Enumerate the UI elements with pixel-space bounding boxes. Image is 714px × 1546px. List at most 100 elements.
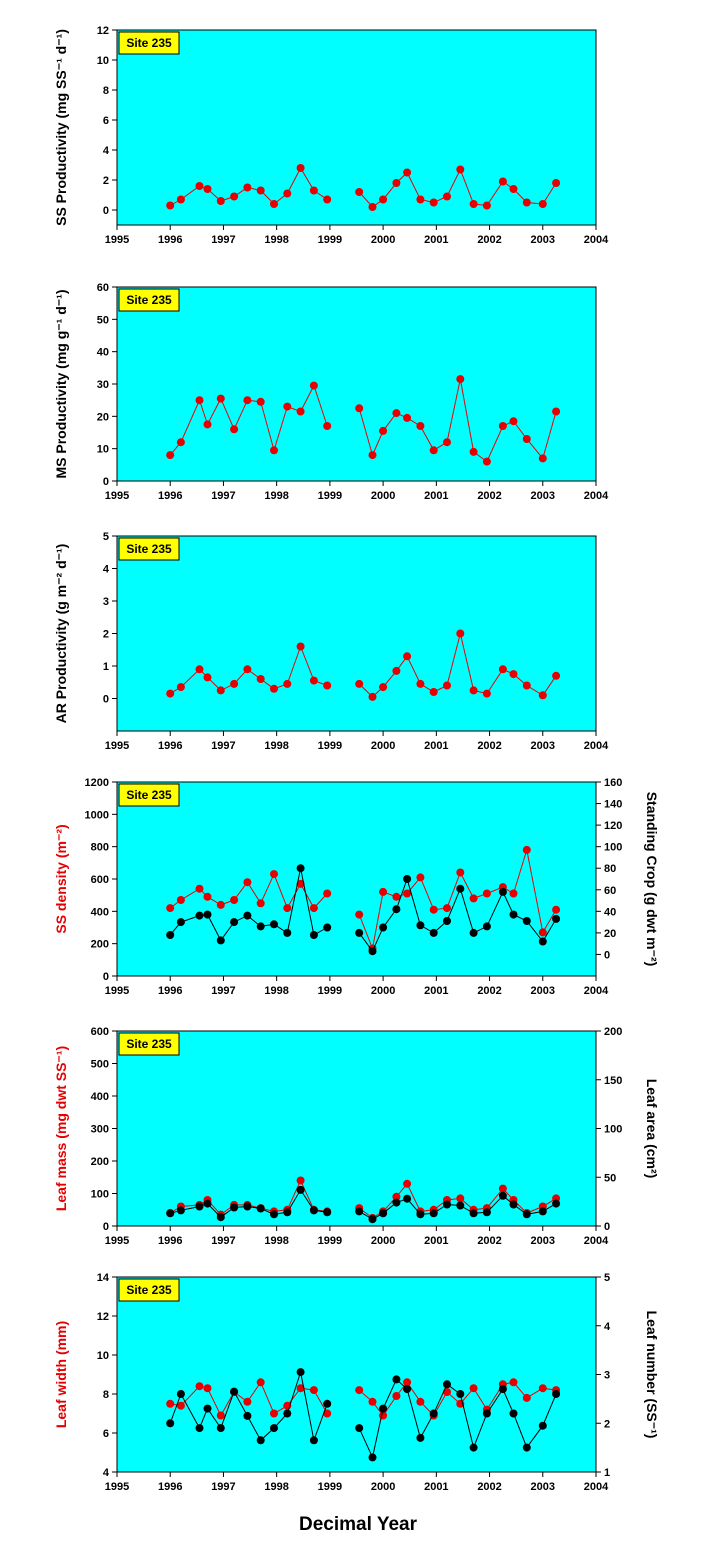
data-point	[216, 936, 225, 945]
data-point	[256, 186, 265, 195]
data-point	[469, 1443, 478, 1452]
data-point	[230, 1387, 239, 1396]
data-point	[296, 407, 305, 416]
data-point	[403, 875, 412, 883]
data-point	[323, 1399, 332, 1408]
data-point	[166, 201, 175, 210]
data-point	[195, 1202, 204, 1211]
data-point	[443, 681, 451, 690]
x-tick-label: 2002	[477, 1481, 501, 1493]
data-point	[552, 1390, 561, 1398]
data-point	[270, 870, 278, 879]
series-ss-productivity	[166, 164, 561, 211]
x-tick-label: 1997	[211, 490, 235, 502]
data-point	[498, 887, 507, 896]
x-tick-label: 2004	[584, 985, 609, 997]
data-point	[552, 914, 561, 923]
data-point	[243, 911, 252, 920]
data-point	[416, 679, 425, 688]
x-tick-label: 2004	[584, 740, 609, 752]
data-point	[522, 917, 531, 925]
x-tick-label: 1995	[105, 234, 129, 246]
y2-tick-label: 80	[604, 863, 616, 875]
x-tick-label: 1999	[318, 490, 342, 502]
data-point	[216, 1213, 225, 1222]
data-point	[416, 195, 425, 204]
series-line	[358, 168, 557, 208]
data-point	[538, 200, 547, 208]
x-tick-label: 2002	[477, 234, 501, 246]
data-point	[392, 1392, 401, 1400]
data-point	[296, 1368, 305, 1377]
site-label: Site 235	[126, 1037, 172, 1051]
data-point	[469, 447, 478, 456]
y-tick-label: 0	[103, 1221, 109, 1233]
y2-axis-title: Leaf area (cm²)	[644, 1079, 660, 1179]
y-tick-label: 30	[97, 379, 109, 391]
data-point	[203, 892, 212, 901]
data-point	[552, 905, 561, 914]
series-line	[358, 1378, 557, 1459]
x-tick-label: 2000	[371, 740, 395, 752]
x-tick-label: 1998	[264, 490, 288, 502]
data-point	[216, 1411, 225, 1420]
data-point	[283, 1208, 292, 1217]
y-axis-title: SS Productivity (mg SS⁻¹ d⁻¹)	[53, 29, 69, 226]
x-tick-label: 1995	[105, 985, 129, 997]
data-point	[429, 1409, 438, 1418]
chart-panel-5: 1995 1996 1997 1998 1999 2000 2001 2002 2003 2004…	[53, 1026, 660, 1247]
x-tick-label: 1999	[318, 234, 342, 246]
data-point	[203, 673, 212, 682]
data-point	[522, 435, 531, 443]
data-point	[243, 396, 252, 405]
x-tick-label: 2002	[477, 490, 501, 502]
y-tick-label: 6	[103, 1428, 109, 1440]
data-point	[443, 192, 451, 201]
plot-area	[116, 1030, 597, 1227]
data-point	[509, 1200, 518, 1209]
data-point	[469, 200, 478, 208]
data-point	[509, 889, 518, 898]
y-tick-label: 200	[91, 939, 109, 951]
data-point	[203, 1384, 212, 1393]
data-point	[522, 198, 531, 207]
x-tick-label: 1998	[264, 1235, 288, 1247]
data-point	[456, 629, 465, 638]
y-tick-label: 2	[103, 175, 109, 187]
data-point	[509, 417, 518, 426]
y-tick-label: 8	[103, 1389, 109, 1401]
x-tick-label: 2002	[477, 1235, 501, 1247]
data-point	[309, 1436, 318, 1445]
y-tick-label: 4	[103, 145, 110, 157]
data-point	[283, 189, 292, 198]
data-point	[443, 1388, 451, 1396]
y2-tick-label: 200	[604, 1026, 622, 1038]
y-tick-label: 400	[91, 906, 109, 918]
data-point	[309, 186, 318, 195]
x-tick-label: 2000	[371, 985, 395, 997]
data-point	[309, 676, 318, 685]
data-point	[498, 1385, 507, 1394]
data-point	[469, 928, 478, 937]
series-leaf-area	[166, 1185, 561, 1224]
plot-area	[116, 29, 597, 226]
x-tick-label: 2004	[584, 1235, 609, 1247]
series-ms-productivity	[166, 375, 561, 466]
data-point	[509, 185, 518, 193]
data-point	[482, 457, 491, 466]
site-label-box	[118, 1032, 180, 1056]
y2-tick-label: 20	[604, 928, 616, 940]
data-point	[296, 879, 305, 888]
y-axis-title: MS Productivity (mg g⁻¹ d⁻¹)	[53, 290, 69, 479]
data-point	[323, 923, 332, 932]
data-point	[368, 1397, 377, 1406]
data-point	[270, 920, 278, 929]
x-tick-label: 1996	[158, 985, 182, 997]
y2-tick-label: 0	[604, 1221, 610, 1233]
data-point	[379, 1404, 388, 1413]
site-label-box	[118, 537, 180, 561]
x-tick-label: 2003	[531, 490, 555, 502]
x-tick-label: 1995	[105, 1235, 129, 1247]
data-point	[243, 878, 252, 887]
site-label: Site 235	[126, 293, 172, 307]
